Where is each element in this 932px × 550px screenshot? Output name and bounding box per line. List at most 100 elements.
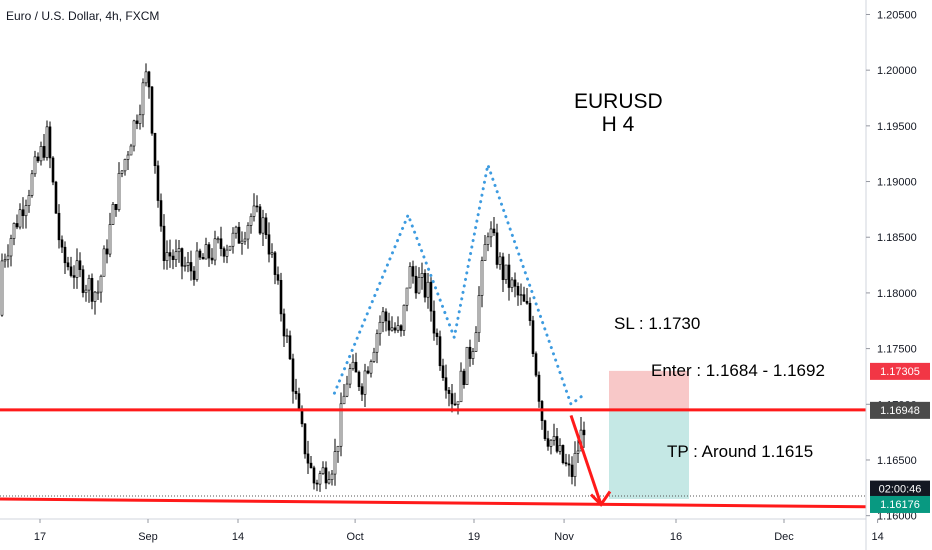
candle-body <box>354 361 358 373</box>
candle-body <box>195 250 199 280</box>
candle-body <box>171 255 175 260</box>
candle-body <box>132 120 136 147</box>
candle-body <box>0 260 4 316</box>
candle-body <box>123 159 127 172</box>
last-price-badge: 1.16176 <box>880 499 920 511</box>
candle-body <box>264 217 268 236</box>
candle-body <box>279 279 283 315</box>
chart-title-timeframe: H 4 <box>601 113 635 136</box>
x-tick-label: Sep <box>138 531 158 543</box>
candle-body <box>402 304 406 331</box>
y-tick-label: 1.18000 <box>877 288 917 300</box>
candle-body <box>399 325 403 331</box>
candle-body <box>426 281 430 298</box>
candle-body <box>441 365 445 379</box>
last-price-badge-bg <box>870 495 930 513</box>
chart-title-symbol: EURUSD <box>574 90 663 113</box>
candle-body <box>102 248 106 277</box>
candle-body <box>513 279 517 287</box>
candle-body <box>531 320 535 354</box>
candle-body <box>207 244 211 259</box>
candle-body <box>339 403 343 447</box>
candle-body <box>135 120 139 124</box>
candle-body <box>291 358 295 392</box>
projection-arrow <box>569 414 603 506</box>
stop-loss-label: SL : 1.1730 <box>614 314 701 333</box>
candle-body <box>66 262 70 268</box>
symbol-header[interactable]: Euro / U.S. Dollar, 4h, FXCM <box>6 9 160 23</box>
candle-body <box>180 248 184 267</box>
candle-body <box>357 371 361 387</box>
candle-body <box>477 295 481 334</box>
candle-body <box>474 332 478 352</box>
y-tick-label: 1.20500 <box>877 9 917 21</box>
candle-body <box>411 266 415 277</box>
candle-body <box>168 252 172 257</box>
candle-body <box>255 205 259 208</box>
candle-body <box>42 146 46 158</box>
candle-body <box>384 311 388 322</box>
candle-body <box>270 252 274 255</box>
candle-body <box>306 453 310 464</box>
candle-body <box>147 71 151 88</box>
candle-body <box>84 289 88 293</box>
candle-body <box>315 482 319 485</box>
candle-body <box>435 332 439 337</box>
candle-body <box>21 209 25 217</box>
candle-body <box>582 429 586 436</box>
candle-body <box>276 274 280 281</box>
x-tick-label: 19 <box>468 531 480 543</box>
candle-body <box>489 228 493 238</box>
candle-body <box>537 374 541 402</box>
candle-body <box>222 248 226 257</box>
candle-body <box>273 252 277 275</box>
candle-body <box>204 244 208 260</box>
candle-body <box>30 173 34 196</box>
candle-body <box>150 86 154 134</box>
candle-body <box>216 238 220 241</box>
candle-body <box>186 262 190 266</box>
candle-body <box>153 132 157 167</box>
candle-body <box>96 291 100 294</box>
candle-body <box>495 232 499 265</box>
candle-body <box>201 256 205 260</box>
candle-body <box>78 260 82 270</box>
candle-body <box>570 464 574 477</box>
candle-body <box>24 205 28 217</box>
candle-body <box>243 238 247 242</box>
current-price-badge-bg <box>870 401 930 419</box>
candle-body <box>156 165 160 201</box>
candle-body <box>288 335 292 360</box>
candle-body <box>51 157 55 183</box>
candle-body <box>336 445 340 452</box>
candle-body <box>252 205 256 217</box>
candle-body <box>534 353 538 376</box>
candle-body <box>504 264 508 280</box>
candle-body <box>33 156 37 175</box>
arrow-head <box>589 490 612 507</box>
candle-body <box>522 294 526 302</box>
candle-body <box>360 386 364 395</box>
x-tick-label: Dec <box>774 531 794 543</box>
candle-body <box>183 265 187 267</box>
candle-body <box>558 445 562 452</box>
candle-body <box>198 250 202 258</box>
candle-body <box>318 473 322 485</box>
sl-price-badge: 1.17305 <box>880 366 920 378</box>
candle-body <box>465 346 469 385</box>
x-tick-label: Nov <box>554 531 574 543</box>
candle-body <box>507 264 511 288</box>
candle-body <box>126 154 130 160</box>
candle-body <box>237 226 241 244</box>
candle-body <box>390 327 394 331</box>
candle-body <box>57 212 61 241</box>
candle-body <box>429 281 433 312</box>
candle-body <box>312 467 316 484</box>
candle-body <box>111 204 115 225</box>
candle-body <box>378 321 382 335</box>
candle-body <box>471 351 475 359</box>
candle-body <box>543 420 547 439</box>
candle-body <box>348 368 352 385</box>
